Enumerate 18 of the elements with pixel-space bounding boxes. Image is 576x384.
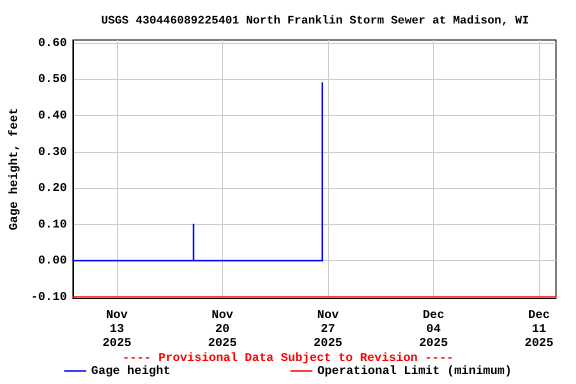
y-tick-label: 0.40 xyxy=(38,108,67,122)
x-tick-label: Dec 11 2025 xyxy=(524,308,554,350)
legend-label: Gage height xyxy=(91,364,170,378)
y-tick-label: 0.00 xyxy=(38,254,67,268)
y-tick-label: 0.20 xyxy=(38,181,67,196)
y-tick-label: -0.10 xyxy=(30,290,67,304)
y-tick-label: 0.60 xyxy=(38,36,67,50)
x-tick-label: Nov 20 2025 xyxy=(208,308,237,350)
text: ---- Provisional Data Subject to Revision ---- xyxy=(122,351,454,365)
y-tick-label: 0.10 xyxy=(38,217,67,232)
y-tick-label: 0.50 xyxy=(38,72,67,86)
y-tick-label: 0.30 xyxy=(38,144,67,159)
x-tick-label: Dec 04 2025 xyxy=(419,308,448,350)
legend-label: Operational Limit (minimum) xyxy=(317,364,512,378)
x-tick-label: Nov 13 2025 xyxy=(102,308,132,350)
y-axis-title: Gage height, feet xyxy=(7,108,21,230)
x-tick-label: Nov 27 2025 xyxy=(314,308,342,350)
chart-title: USGS 430446089225401 North Franklin Storm Sewer at Madison, WI xyxy=(101,14,530,28)
